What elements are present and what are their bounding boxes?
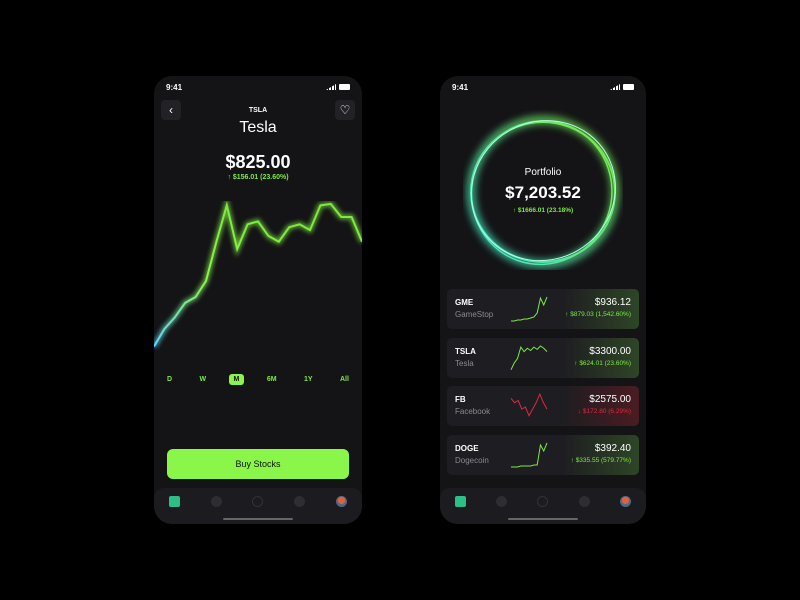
range-all[interactable]: All bbox=[340, 376, 349, 383]
sparkline-line bbox=[511, 442, 548, 467]
holding-price: $936.12 bbox=[594, 297, 631, 308]
back-button[interactable]: ‹ bbox=[161, 100, 181, 120]
holding-doge[interactable]: DOGE Dogecoin $392.40 ↑ $335.55 (579.77%) bbox=[447, 434, 639, 475]
activity-icon[interactable] bbox=[496, 496, 508, 507]
battery-icon bbox=[339, 84, 350, 90]
holding-change: ↓ $172.80 (6.29%) bbox=[577, 408, 631, 415]
holding-change: ↑ $335.55 (579.77%) bbox=[570, 456, 631, 464]
holding-fb[interactable]: FB Facebook $2575.00 ↓ $172.80 (6.29%) bbox=[447, 386, 639, 426]
holding-change: ↑ $624.01 (23.60%) bbox=[574, 359, 631, 367]
home-indicator bbox=[223, 518, 293, 520]
sparkline-line bbox=[510, 344, 548, 370]
holding-gme[interactable]: GME GameStop $936.12 ↑ $879.03 (1,542.60%) bbox=[447, 289, 639, 329]
holding-tsla[interactable]: TSLA Tesla $3300.00 ↑ $624.01 (23.60%) bbox=[447, 337, 639, 378]
status-time: 9:41 bbox=[166, 83, 183, 92]
home-icon[interactable] bbox=[169, 496, 181, 507]
portfolio-change: ↑ $1666.01 (23.18%) bbox=[512, 207, 574, 214]
avatar[interactable] bbox=[335, 496, 347, 507]
stock-name: Tesla bbox=[239, 119, 277, 136]
price-chart[interactable] bbox=[154, 201, 362, 366]
chevron-left-icon: ‹ bbox=[169, 103, 173, 117]
holding-price: $392.40 bbox=[594, 442, 631, 454]
ticker: TSLA bbox=[248, 107, 268, 114]
favorite-button[interactable]: ♡ bbox=[335, 100, 355, 120]
holding-ticker: TSLA bbox=[455, 346, 476, 356]
holding-name: Tesla bbox=[455, 358, 474, 368]
price-line-glow bbox=[154, 201, 362, 348]
activity-icon[interactable] bbox=[210, 496, 222, 507]
portfolio-screen: 9:41 Portfolio $7,203.52 ↑ $1666.01 (23.… bbox=[440, 76, 646, 524]
portfolio-value: $7,203.52 bbox=[505, 183, 581, 202]
portfolio-label: Portfolio bbox=[524, 167, 562, 178]
holding-change: ↑ $879.03 (1,542.60%) bbox=[565, 311, 631, 318]
holding-ticker: FB bbox=[455, 395, 466, 404]
avatar[interactable] bbox=[619, 496, 631, 507]
holding-name: Dogecoin bbox=[455, 455, 489, 465]
home-indicator bbox=[508, 518, 578, 520]
range-d[interactable]: D bbox=[167, 376, 173, 383]
sparkline bbox=[511, 442, 548, 467]
sparkline-line bbox=[510, 392, 548, 417]
holding-name: Facebook bbox=[455, 407, 491, 416]
holding-ticker: GME bbox=[455, 298, 474, 307]
stock-change: ↑ $156.01 (23.60%) bbox=[227, 174, 289, 181]
status-icons bbox=[610, 84, 634, 90]
battery-icon bbox=[623, 84, 634, 90]
holding-price: $2575.00 bbox=[589, 394, 631, 405]
signal-icon bbox=[326, 84, 336, 90]
holding-price: $3300.00 bbox=[589, 345, 631, 357]
range-m[interactable]: M bbox=[228, 374, 245, 385]
signal-icon bbox=[610, 84, 620, 90]
heart-icon: ♡ bbox=[339, 103, 351, 117]
sparkline bbox=[510, 392, 548, 417]
holding-name: GameStop bbox=[455, 310, 494, 319]
stock-detail-screen: 9:41 ‹ ♡ TSLA Tesla $825.00 ↑ $156.01 (2… bbox=[154, 76, 362, 524]
sparkline bbox=[510, 344, 548, 370]
chat-icon[interactable] bbox=[294, 496, 306, 507]
holding-ticker: DOGE bbox=[455, 443, 479, 453]
stock-price: $825.00 bbox=[225, 152, 291, 172]
chat-icon[interactable] bbox=[578, 496, 590, 507]
home-icon[interactable] bbox=[455, 496, 467, 507]
portfolio-ring bbox=[467, 116, 619, 268]
sparkline bbox=[511, 296, 548, 322]
price-line bbox=[154, 201, 362, 347]
search-icon[interactable] bbox=[252, 496, 264, 507]
range-1y[interactable]: 1Y bbox=[304, 376, 313, 383]
sparkline-line bbox=[511, 296, 548, 322]
buy-stocks-button[interactable]: Buy Stocks bbox=[167, 449, 349, 479]
range-selector: D W M 6M 1Y All bbox=[162, 374, 354, 385]
status-time: 9:41 bbox=[452, 83, 469, 92]
search-icon[interactable] bbox=[537, 496, 549, 507]
range-6m[interactable]: 6M bbox=[266, 376, 277, 383]
status-icons bbox=[326, 84, 350, 90]
range-w[interactable]: W bbox=[199, 376, 207, 383]
